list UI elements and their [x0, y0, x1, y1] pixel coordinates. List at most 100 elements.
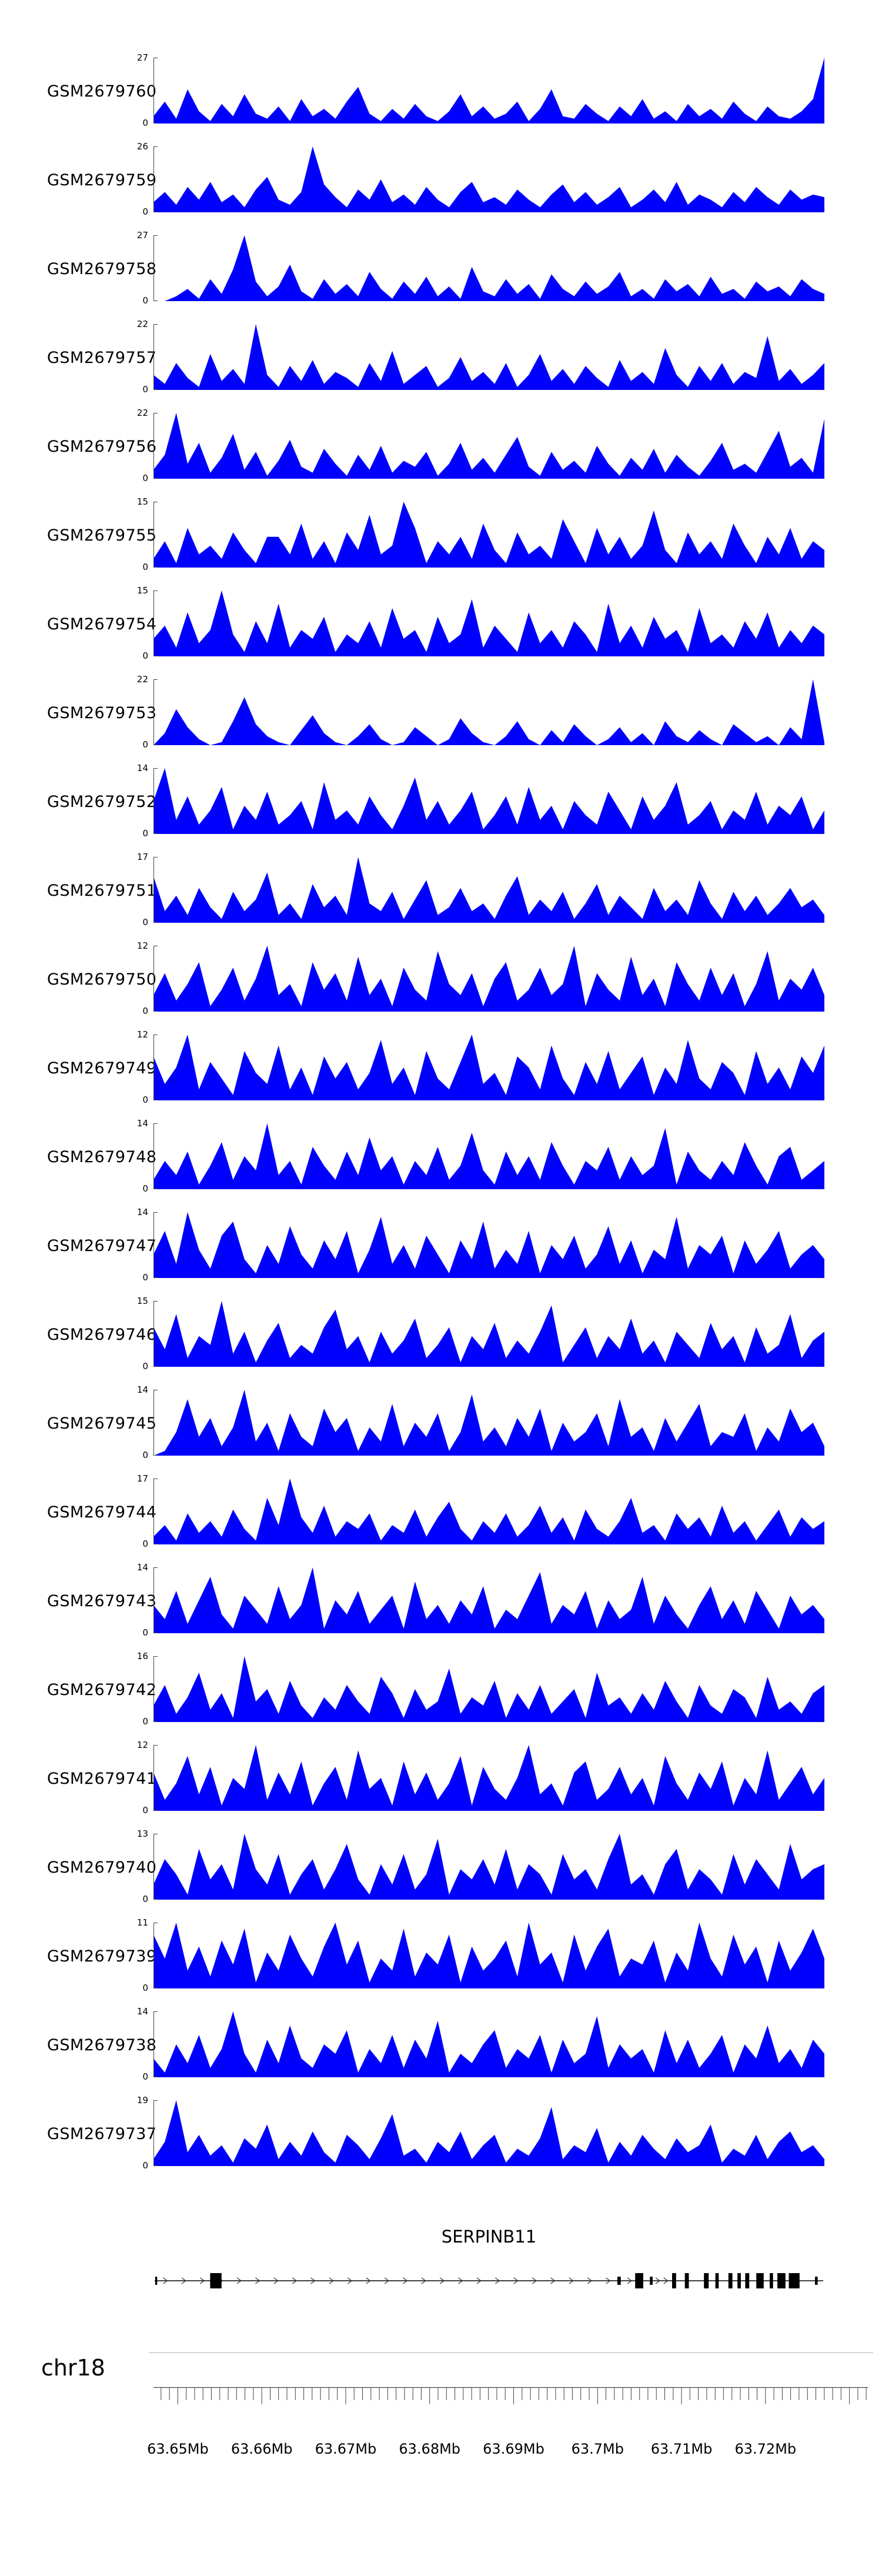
y-axis-min-label: 0: [142, 1272, 148, 1283]
coverage-track: GSM2679740 13 0: [0, 1828, 882, 1917]
exon-box: [635, 2273, 643, 2288]
strand-arrow-icon: [532, 2277, 537, 2284]
sample-label: GSM2679751: [47, 882, 157, 900]
strand-arrow-icon: [513, 2277, 519, 2284]
y-axis-min-label: 0: [142, 828, 148, 839]
coverage-track: GSM2679754 15 0: [0, 585, 882, 673]
sample-label: GSM2679760: [47, 82, 157, 101]
coverage-area-plot: [153, 2011, 824, 2077]
coverage-track: GSM2679742 16 0: [0, 1650, 882, 1739]
coverage-area-plot: [153, 1212, 824, 1278]
coverage-area-plot: [153, 1745, 824, 1811]
chromosome-label: chr18: [41, 2355, 105, 2381]
y-axis-max-label: 14: [136, 1118, 148, 1129]
coverage-area-plot: [153, 1301, 824, 1367]
coverage-area-plot: [153, 324, 824, 390]
coverage-track: GSM2679759 26 0: [0, 141, 882, 229]
sample-label: GSM2679758: [47, 260, 157, 278]
coverage-area-plot: [153, 502, 824, 568]
sample-label: GSM2679756: [47, 438, 157, 456]
sample-label: GSM2679745: [47, 1414, 157, 1433]
sample-label: GSM2679740: [47, 1858, 157, 1877]
exon-box: [210, 2273, 222, 2288]
y-axis-max-label: 17: [136, 852, 148, 862]
coverage-track: GSM2679756 22 0: [0, 407, 882, 496]
y-axis-max-label: 19: [136, 2095, 148, 2105]
strand-arrow-icon: [458, 2277, 463, 2284]
exon-box: [756, 2273, 764, 2288]
axis-tick-label: 63.67Mb: [315, 2441, 377, 2457]
coverage-track: GSM2679739 11 0: [0, 1917, 882, 2006]
sample-label: GSM2679757: [47, 349, 157, 367]
coverage-track: GSM2679750 12 0: [0, 940, 882, 1029]
y-axis-max-label: 12: [136, 940, 148, 951]
strand-arrow-icon: [663, 2277, 669, 2284]
y-axis-max-label: 27: [136, 52, 148, 63]
sample-label: GSM2679750: [47, 970, 157, 989]
y-axis-max-label: 26: [136, 141, 148, 152]
coverage-track: GSM2679744 17 0: [0, 1473, 882, 1561]
sample-label: GSM2679739: [47, 1947, 157, 1966]
sample-label: GSM2679741: [47, 1770, 157, 1788]
axis-tick-label: 63.7Mb: [571, 2441, 624, 2457]
y-axis-max-label: 14: [136, 1207, 148, 1217]
sample-label: GSM2679746: [47, 1326, 157, 1344]
coverage-track: GSM2679747 14 0: [0, 1206, 882, 1295]
y-axis-min-label: 0: [142, 1006, 148, 1016]
coverage-area-plot: [153, 2100, 824, 2166]
y-axis-min-label: 0: [142, 295, 148, 306]
coverage-track: GSM2679745 14 0: [0, 1384, 882, 1473]
axis-tick-label: 63.72Mb: [734, 2441, 797, 2457]
sample-label: GSM2679742: [47, 1681, 157, 1699]
axis-tick-label: 63.68Mb: [399, 2441, 461, 2457]
sample-label: GSM2679753: [47, 704, 157, 722]
y-axis-max-label: 22: [136, 408, 148, 418]
strand-arrow-icon: [292, 2277, 298, 2284]
exon-box: [715, 2273, 719, 2288]
exon-box: [704, 2273, 709, 2288]
exon-box: [672, 2273, 676, 2288]
coverage-area-plot: [153, 235, 824, 301]
strand-arrow-icon: [329, 2277, 334, 2284]
sample-label: GSM2679737: [47, 2125, 157, 2143]
y-axis-max-label: 11: [136, 1917, 148, 1928]
strand-arrow-icon: [347, 2277, 353, 2284]
exon-box: [650, 2277, 653, 2285]
y-axis-min-label: 0: [142, 1716, 148, 1727]
exon-box: [617, 2277, 621, 2285]
y-axis-max-label: 27: [136, 230, 148, 241]
coverage-area-plot: [153, 146, 824, 212]
y-axis-min-label: 0: [142, 1450, 148, 1460]
coverage-track: GSM2679738 14 0: [0, 2006, 882, 2094]
strand-arrow-icon: [550, 2277, 556, 2284]
y-axis-min-label: 0: [142, 206, 148, 217]
gene-name-label: SERPINB11: [441, 2227, 537, 2247]
exon-box: [777, 2273, 786, 2288]
strand-arrow-icon: [606, 2277, 611, 2284]
y-axis-min-label: 0: [142, 1983, 148, 1993]
sample-label: GSM2679752: [47, 793, 157, 811]
y-axis-max-label: 15: [136, 585, 148, 596]
y-axis-max-label: 12: [136, 1029, 148, 1040]
sample-label: GSM2679738: [47, 2036, 157, 2054]
axis-tick-label: 63.65Mb: [147, 2441, 209, 2457]
y-axis-max-label: 12: [136, 1740, 148, 1750]
y-axis-max-label: 14: [136, 1384, 148, 1395]
strand-arrow-icon: [476, 2277, 482, 2284]
strand-arrow-icon: [366, 2277, 371, 2284]
coverage-area-plot: [153, 1390, 824, 1456]
y-axis-min-label: 0: [142, 1361, 148, 1372]
strand-arrow-icon: [421, 2277, 426, 2284]
y-axis-max-label: 14: [136, 2006, 148, 2017]
coverage-area-plot: [153, 1123, 824, 1189]
coverage-area-plot: [153, 1035, 824, 1100]
y-axis-min-label: 0: [142, 562, 148, 572]
exon-box: [815, 2277, 818, 2285]
strand-arrow-icon: [403, 2277, 408, 2284]
y-axis-min-label: 0: [142, 739, 148, 750]
coverage-track: GSM2679752 14 0: [0, 762, 882, 851]
coverage-area-plot: [153, 768, 824, 834]
coverage-track: GSM2679737 19 0: [0, 2094, 882, 2183]
coverage-track: GSM2679753 22 0: [0, 673, 882, 762]
strand-arrow-icon: [163, 2277, 168, 2284]
